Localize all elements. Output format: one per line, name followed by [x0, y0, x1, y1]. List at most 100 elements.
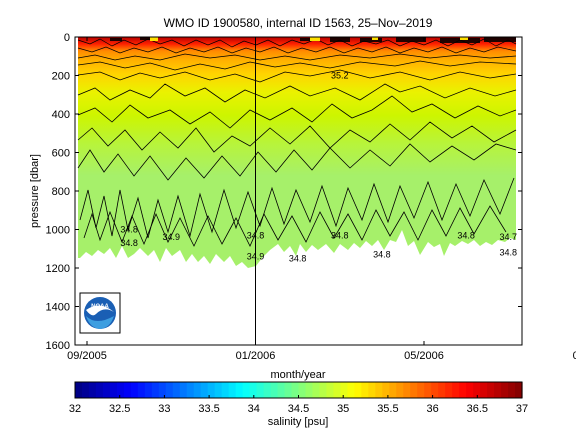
colorbar-segment [130, 382, 139, 398]
colorbar-segment [116, 382, 125, 398]
colorbar-segment [305, 382, 314, 398]
colorbar-segment [410, 382, 418, 398]
x-tick-label: 01/2006 [236, 350, 276, 362]
colorbar-segment [494, 382, 502, 398]
colorbar-tick-label: 32.5 [109, 403, 130, 415]
contour-label: 34.8 [499, 248, 517, 258]
colorbar-segment [354, 382, 362, 398]
colorbar-segment [368, 382, 376, 398]
colorbar-title: salinity [psu] [268, 416, 329, 428]
colorbar-segment [389, 382, 397, 398]
colorbar-segment [214, 382, 223, 398]
colorbar-segment [403, 382, 411, 398]
colorbar: 32 32.5 33 33.5 34 34.5 35 35.5 36 36.5 37 [69, 381, 528, 415]
colorbar-segment [75, 382, 83, 398]
colorbar-segment [235, 382, 244, 398]
noaa-logo-wave [86, 316, 114, 329]
y-axis-title: pressure [dbar] [29, 154, 41, 228]
noaa-logo-bird [86, 305, 114, 316]
contour-label: 34.8 [457, 230, 475, 240]
contour-label: 35.2 [331, 71, 349, 81]
colorbar-segment [501, 382, 509, 398]
colorbar-segment [256, 382, 265, 398]
colorbar-segment [284, 382, 293, 398]
colorbar-tick-label: 36 [426, 403, 438, 415]
contour-line [77, 60, 517, 71]
contour-line [77, 121, 517, 153]
contour-line [77, 143, 517, 181]
noaa-logo: NOAA [79, 292, 121, 334]
y-tick-label: 800 [52, 186, 70, 198]
colorbar-segment [445, 382, 453, 398]
colorbar-segment [200, 382, 209, 398]
y-axis: 0 200 400 600 800 1000 1200 1400 1600 [46, 32, 522, 352]
colorbar-segment [347, 382, 355, 398]
contour-label: 34.8 [331, 230, 349, 240]
colorbar-segment [179, 382, 188, 398]
colorbar-tick-label: 35 [337, 403, 349, 415]
colorbar-segment [326, 382, 335, 398]
salinity-field [77, 37, 517, 268]
colorbar-segment [172, 382, 181, 398]
colorbar-segment [165, 382, 174, 398]
colorbar-segment [137, 382, 146, 398]
contour-line [79, 177, 515, 239]
x-tick-label: 05/2006 [404, 350, 444, 362]
y-tick-label: 1400 [46, 302, 70, 314]
colorbar-segment [88, 382, 97, 398]
colorbar-segment [333, 382, 342, 398]
y-tick-label: 200 [52, 71, 70, 83]
colorbar-segment [249, 382, 258, 398]
contour-label: 34.8 [289, 253, 307, 263]
colorbar-segment [382, 382, 390, 398]
colorbar-segment [431, 382, 439, 398]
contour-label: 34.8 [373, 250, 391, 260]
colorbar-segment [221, 382, 230, 398]
x-axis-title: month/year [270, 369, 325, 381]
contour-line [83, 205, 507, 247]
colorbar-segment [144, 382, 153, 398]
colorbar-tick-label: 33 [158, 403, 170, 415]
x-tick-label: 09/2005 [67, 350, 107, 362]
x-axis: 09/200501/200605/200609/200601/200705/20… [67, 37, 576, 362]
colorbar-tick-label: 34 [248, 403, 260, 415]
colorbar-segment [109, 382, 118, 398]
colorbar-segment [340, 382, 348, 398]
colorbar-segment [375, 382, 383, 398]
colorbar-tick-label: 33.5 [198, 403, 219, 415]
colorbar-segment [480, 382, 488, 398]
colorbar-segment [515, 382, 523, 398]
contour-line [77, 69, 517, 83]
contour-label: 34.8 [120, 238, 138, 248]
colorbar-segment [81, 382, 90, 398]
colorbar-segment [228, 382, 237, 398]
x-tick-label: 09/2006 [573, 350, 576, 362]
colorbar-segment [319, 382, 328, 398]
colorbar-segment [459, 382, 467, 398]
surface-yellow-patches [150, 37, 468, 41]
colorbar-segment [438, 382, 446, 398]
y-tick-label: 1200 [46, 263, 70, 275]
colorbar-segment [242, 382, 251, 398]
colorbar-segment [396, 382, 404, 398]
year-divider-lines [255, 37, 256, 345]
colorbar-segment [193, 382, 202, 398]
contour-label: 34.8 [120, 225, 138, 235]
colorbar-segment [473, 382, 481, 398]
colorbar-segment [95, 382, 104, 398]
colorbar-segment [487, 382, 495, 398]
colorbar-segment [263, 382, 272, 398]
salinity-fill [78, 37, 516, 268]
colorbar-segment [424, 382, 432, 398]
colorbar-segment [508, 382, 516, 398]
contour-label: 34.9 [162, 232, 180, 242]
colorbar-segment [158, 382, 167, 398]
colorbar-segment [102, 382, 111, 398]
y-tick-label: 400 [52, 109, 70, 121]
colorbar-tick-label: 35.5 [377, 403, 398, 415]
noaa-logo-text: NOAA [91, 304, 109, 310]
colorbar-segment [466, 382, 474, 398]
chart-title: WMO ID 1900580, internal ID 1563, 25–Nov… [164, 16, 433, 30]
colorbar-segment [123, 382, 132, 398]
